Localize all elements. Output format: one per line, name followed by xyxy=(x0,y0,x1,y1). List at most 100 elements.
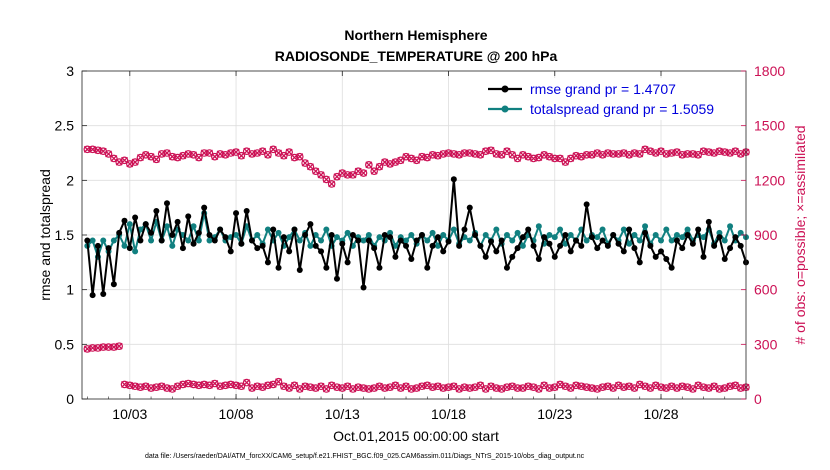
obs-possible-point xyxy=(168,152,177,161)
totalspread-point xyxy=(493,226,500,233)
obs-assimilated-point xyxy=(104,343,113,351)
x-tick-label: 10/08 xyxy=(219,406,254,422)
totalspread-point xyxy=(519,242,526,249)
legend-spread-marker xyxy=(501,105,509,113)
totalspread-point xyxy=(658,237,665,244)
obs-assimilated-point xyxy=(163,384,171,392)
obs-assimilated-point xyxy=(152,383,161,391)
totalspread-point xyxy=(599,226,606,233)
rmse-point xyxy=(153,207,160,214)
totalspread-point xyxy=(626,240,633,247)
obs-assimilated-point xyxy=(147,384,155,392)
obs-possible-point xyxy=(508,151,517,159)
rmse-point xyxy=(116,229,123,236)
rmse-point xyxy=(254,245,261,252)
rmse-point xyxy=(280,234,287,241)
rmse-point xyxy=(105,245,112,252)
rmse-point xyxy=(610,232,617,238)
obs-possible-point xyxy=(465,149,474,157)
rmse-point xyxy=(689,240,696,247)
obs-possible-point xyxy=(492,150,501,158)
obs-assimilated-point xyxy=(253,382,262,391)
obs-assimilated-point xyxy=(200,380,208,389)
obs-assimilated-point xyxy=(572,381,580,390)
obs-possible-cross xyxy=(83,145,91,153)
obs-assimilated-point xyxy=(715,385,724,393)
rmse-point xyxy=(270,226,277,233)
obs-assimilated-point xyxy=(460,383,469,391)
y-right-tick-label: 600 xyxy=(754,282,778,298)
rmse-point xyxy=(498,237,505,244)
rmse-point xyxy=(355,237,362,244)
obs-possible-point xyxy=(152,155,161,164)
totalspread-point xyxy=(365,232,372,238)
obs-assimilated-cross xyxy=(105,343,113,351)
obs-possible-point xyxy=(226,149,235,157)
rmse-point xyxy=(541,234,548,241)
rmse-point xyxy=(206,232,213,238)
totalspread-point xyxy=(148,237,155,244)
rmse-point xyxy=(227,248,234,255)
rmse-point xyxy=(551,253,558,260)
obs-possible-point xyxy=(556,154,564,163)
obs-assimilated-point xyxy=(136,383,145,391)
totalspread-point xyxy=(636,237,643,244)
obs-possible-point xyxy=(184,150,193,158)
obs-possible-point xyxy=(264,151,272,159)
rmse-point xyxy=(466,204,473,211)
obs-possible-point xyxy=(290,153,299,162)
totalspread-point xyxy=(450,226,457,233)
rmse-point xyxy=(472,232,479,238)
rmse-point xyxy=(445,238,452,245)
rmse-point xyxy=(360,284,367,291)
obs-possible-point xyxy=(365,161,373,169)
obs-possible-point xyxy=(195,153,203,162)
obs-possible-point xyxy=(503,147,511,155)
rmse-point xyxy=(201,204,208,211)
legend: rmse grand pr = 1.4707 totalspread grand… xyxy=(484,78,739,120)
rmse-point xyxy=(148,229,155,236)
obs-possible-cross xyxy=(684,150,692,158)
rmse-point xyxy=(652,253,659,260)
totalspread-point xyxy=(721,237,728,244)
obs-assimilated-point xyxy=(524,382,533,391)
obs-possible-point xyxy=(349,171,357,179)
totalspread-point xyxy=(307,242,314,249)
rmse-point xyxy=(477,242,484,249)
obs-assimilated-point xyxy=(216,382,224,391)
rmse-point xyxy=(243,207,250,214)
obs-assimilated-point xyxy=(88,344,97,352)
totalspread-point xyxy=(727,223,734,230)
rmse-point xyxy=(110,281,117,288)
obs-possible-cross xyxy=(296,153,304,161)
totalspread-point xyxy=(89,237,96,244)
rmse-point xyxy=(636,259,643,266)
chart-title-line1: Northern Hemisphere xyxy=(344,27,487,43)
rmse-point xyxy=(668,264,675,271)
obs-possible-point xyxy=(83,145,92,154)
obs-assimilated-point xyxy=(99,343,108,351)
obs-possible-point xyxy=(285,148,293,156)
obs-assimilated-point xyxy=(232,381,240,390)
obs-possible-point xyxy=(662,150,671,158)
obs-possible-point xyxy=(481,147,490,155)
obs-assimilated-point xyxy=(189,380,198,389)
legend-box xyxy=(484,78,739,120)
totalspread-point xyxy=(408,232,415,238)
rmse-point xyxy=(312,242,319,249)
obs-possible-point xyxy=(157,150,166,158)
y-left-tick-label: 0.5 xyxy=(55,336,75,352)
rmse-point xyxy=(387,234,394,241)
rmse-series xyxy=(84,176,749,299)
rmse-point xyxy=(716,234,723,241)
totalspread-point xyxy=(190,223,197,230)
obs-possible-point xyxy=(120,156,129,165)
rmse-point xyxy=(493,248,500,255)
obs-possible-point xyxy=(683,150,692,158)
obs-assimilated-point xyxy=(699,383,708,391)
obs-possible-cross xyxy=(328,180,336,188)
totalspread-point xyxy=(333,234,340,241)
totalspread-point xyxy=(567,232,574,238)
rmse-point xyxy=(248,237,255,244)
